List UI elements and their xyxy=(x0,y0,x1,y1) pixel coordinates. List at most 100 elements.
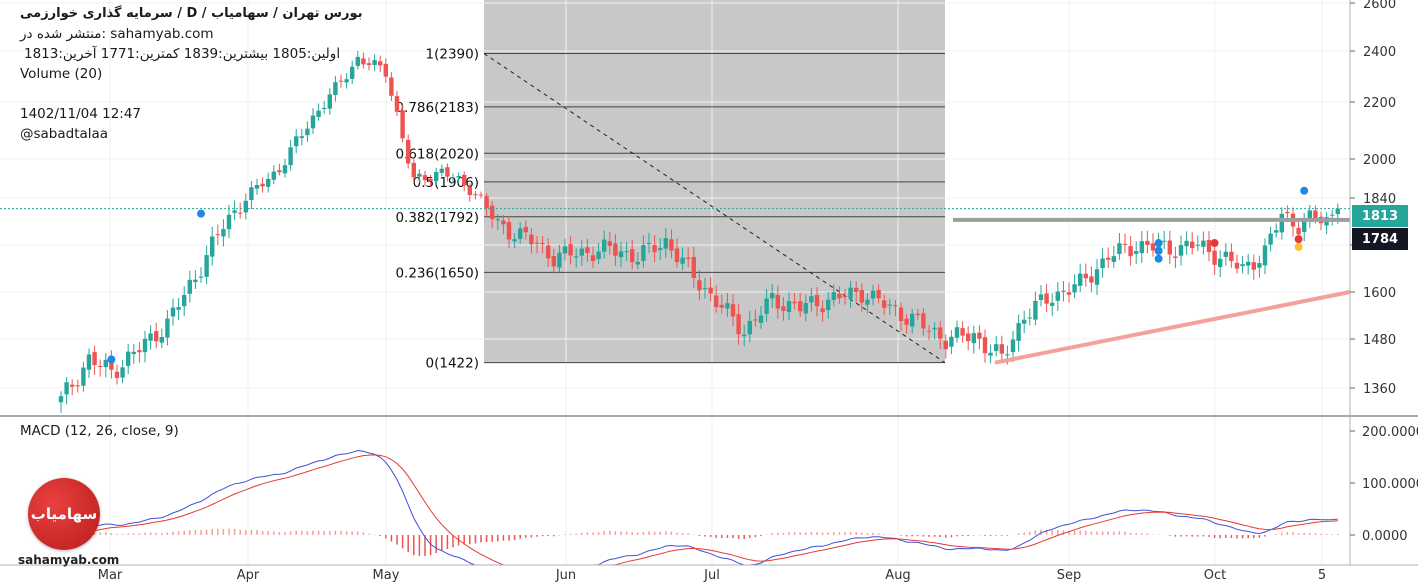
price-tick-label: 1360 xyxy=(1363,382,1396,397)
candle-body xyxy=(58,396,64,403)
candle-body xyxy=(1061,290,1066,292)
candle-body xyxy=(943,340,948,350)
signal-dot xyxy=(1300,186,1309,195)
candle-body xyxy=(378,61,383,66)
candle-body xyxy=(501,220,506,225)
candle-body xyxy=(518,228,523,239)
author-handle: @sabadtalaa xyxy=(20,126,109,142)
candle-body xyxy=(344,79,349,83)
time-tick-label: Mar xyxy=(98,568,123,582)
candle-body xyxy=(137,350,142,353)
candle-body xyxy=(921,313,926,329)
candle-body xyxy=(98,365,103,367)
price-tick-label: 2400 xyxy=(1363,45,1396,60)
ohlc-readout: اولین:1805 بیشترین:1839 کمترین:1771 آخری… xyxy=(24,46,341,62)
candle-body xyxy=(585,247,590,253)
publish-datetime: 1402/11/04 12:47 xyxy=(20,106,142,122)
candle-body xyxy=(271,171,276,180)
candle-body xyxy=(355,56,360,66)
candle-body xyxy=(294,136,299,147)
candle-body xyxy=(994,344,999,351)
candle-body xyxy=(1262,245,1268,266)
candle-body xyxy=(266,178,271,187)
candle-body xyxy=(949,336,954,347)
fib-zone xyxy=(484,0,945,363)
candle-body xyxy=(736,314,741,335)
candle-body xyxy=(86,354,92,370)
time-tick-label: Jun xyxy=(555,568,576,582)
price-tick-label: 1480 xyxy=(1363,333,1396,348)
candle-body xyxy=(574,256,579,258)
candle-body xyxy=(887,304,892,306)
candle-body xyxy=(1150,243,1156,251)
candle-body xyxy=(674,248,680,263)
candle-body xyxy=(1184,240,1189,247)
candle-body xyxy=(602,239,607,252)
candle-body xyxy=(182,294,187,307)
time-tick-label: Oct xyxy=(1204,568,1226,582)
published-on: منتشر شده در: sahamyab.com xyxy=(20,26,214,42)
candle-body xyxy=(64,382,69,395)
candle-body xyxy=(1111,256,1116,262)
candle-body xyxy=(663,237,668,249)
candle-body xyxy=(854,287,859,293)
candle-body xyxy=(669,239,674,251)
candle-body xyxy=(445,167,450,177)
candle-body xyxy=(327,94,332,109)
candle-body xyxy=(350,66,355,79)
candle-body xyxy=(742,334,747,337)
candle-body xyxy=(142,338,148,353)
grid-lines xyxy=(0,0,1350,565)
candle-body xyxy=(1117,243,1122,254)
candle-body xyxy=(915,313,920,316)
candle-body xyxy=(1128,246,1133,257)
candle-body xyxy=(75,385,80,387)
macd-label: MACD (12, 26, close, 9) xyxy=(20,423,179,439)
candle-body xyxy=(1240,264,1245,267)
candle-body xyxy=(803,303,808,314)
candle-body xyxy=(753,319,758,321)
fib-label: 0.786(2183) xyxy=(395,100,479,116)
candle-body xyxy=(1223,251,1228,257)
candle-body xyxy=(299,136,304,139)
signal-dot xyxy=(1154,254,1163,263)
signal-dot xyxy=(1294,235,1303,244)
candle-body xyxy=(960,328,965,336)
signal-dot xyxy=(1210,239,1219,248)
candle-body xyxy=(1251,262,1256,270)
candle-body xyxy=(870,290,876,299)
candle-body xyxy=(635,261,640,265)
candle-body xyxy=(898,307,904,322)
candle-body xyxy=(1195,244,1200,246)
candle-body xyxy=(1173,256,1178,258)
candle-body xyxy=(546,245,551,259)
candle-body xyxy=(204,255,209,277)
candle-body xyxy=(434,171,439,182)
candle-body xyxy=(243,200,248,213)
candle-body xyxy=(131,351,136,355)
candle-body xyxy=(103,359,108,368)
time-tick-label: Apr xyxy=(237,568,260,582)
price-tick-label: 2000 xyxy=(1363,153,1396,168)
candle-body xyxy=(770,293,775,299)
candle-body xyxy=(624,251,629,253)
candle-body xyxy=(725,303,730,309)
last-price-tag: 1813 xyxy=(1352,205,1408,227)
candle-body xyxy=(366,63,372,66)
time-tick-label: Aug xyxy=(885,568,910,582)
candle-body xyxy=(170,307,176,317)
candle-body xyxy=(316,110,321,117)
candle-body xyxy=(1178,245,1184,256)
candle-body xyxy=(1279,213,1284,233)
candle-body xyxy=(428,178,433,181)
signal-dot xyxy=(197,209,205,218)
candle-body xyxy=(814,294,820,307)
time-axis: Mar Apr May Jun Jul Aug Sep Oct 5 xyxy=(98,568,1326,582)
candle-body xyxy=(400,110,405,139)
candle-body xyxy=(1268,233,1273,245)
candle-body xyxy=(215,234,220,236)
candle-body xyxy=(926,330,932,332)
candle-body xyxy=(842,295,848,298)
candle-body xyxy=(1038,294,1044,301)
